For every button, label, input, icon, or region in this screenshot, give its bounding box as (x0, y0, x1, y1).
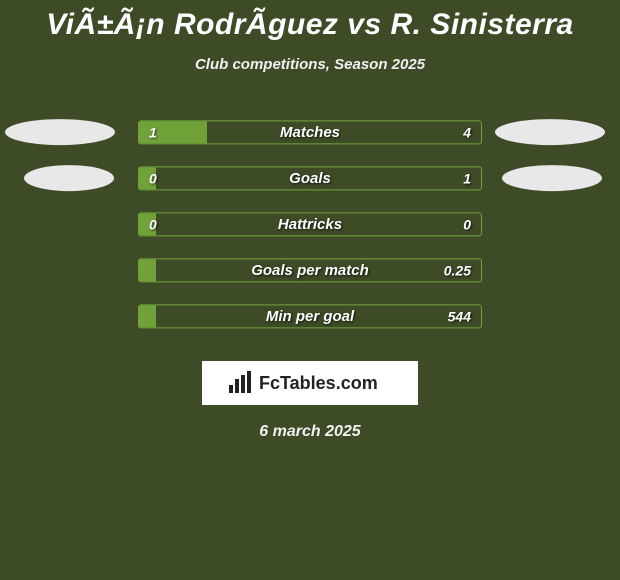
player-left-ellipse (5, 119, 115, 145)
stat-right-value: 0.25 (444, 262, 471, 278)
stat-row: Min per goal 544 (0, 297, 620, 343)
stat-right-value: 1 (463, 170, 471, 186)
brand-text: FcTables.com (259, 373, 378, 393)
date-text: 6 march 2025 (0, 423, 620, 441)
stat-label: Goals (139, 170, 481, 187)
stat-label: Goals per match (139, 262, 481, 279)
page-title: ViÃ±Ã¡n RodrÃ­guez vs R. Sinisterra (0, 0, 620, 42)
player-right-ellipse (502, 165, 602, 191)
stat-bar: 0 Hattricks 0 (138, 212, 482, 236)
stat-row: 0 Hattricks 0 (0, 205, 620, 251)
stat-left-value: 1 (149, 124, 157, 140)
player-left-ellipse (24, 165, 114, 191)
stat-row: Goals per match 0.25 (0, 251, 620, 297)
stat-bar: Goals per match 0.25 (138, 258, 482, 282)
stat-row: 0 Goals 1 (0, 159, 620, 205)
player-right-ellipse (495, 119, 605, 145)
stat-label: Hattricks (139, 216, 481, 233)
stat-right-value: 0 (463, 216, 471, 232)
stat-left-value: 0 (149, 216, 157, 232)
stat-label: Min per goal (139, 308, 481, 325)
stat-label: Matches (139, 124, 481, 141)
stat-bar: 1 Matches 4 (138, 120, 482, 144)
subtitle: Club competitions, Season 2025 (0, 56, 620, 73)
stat-right-value: 4 (463, 124, 471, 140)
stats-chart: 1 Matches 4 0 Goals 1 0 Hattricks 0 (0, 113, 620, 343)
stat-right-value: 544 (448, 308, 471, 324)
stat-row: 1 Matches 4 (0, 113, 620, 159)
stat-left-value: 0 (149, 170, 157, 186)
brand-logo-icon: FcTables.com (225, 369, 395, 397)
stat-bar: Min per goal 544 (138, 304, 482, 328)
comparison-infographic: ViÃ±Ã¡n RodrÃ­guez vs R. Sinisterra Club… (0, 0, 620, 580)
stat-bar: 0 Goals 1 (138, 166, 482, 190)
brand-box[interactable]: FcTables.com (202, 361, 418, 405)
